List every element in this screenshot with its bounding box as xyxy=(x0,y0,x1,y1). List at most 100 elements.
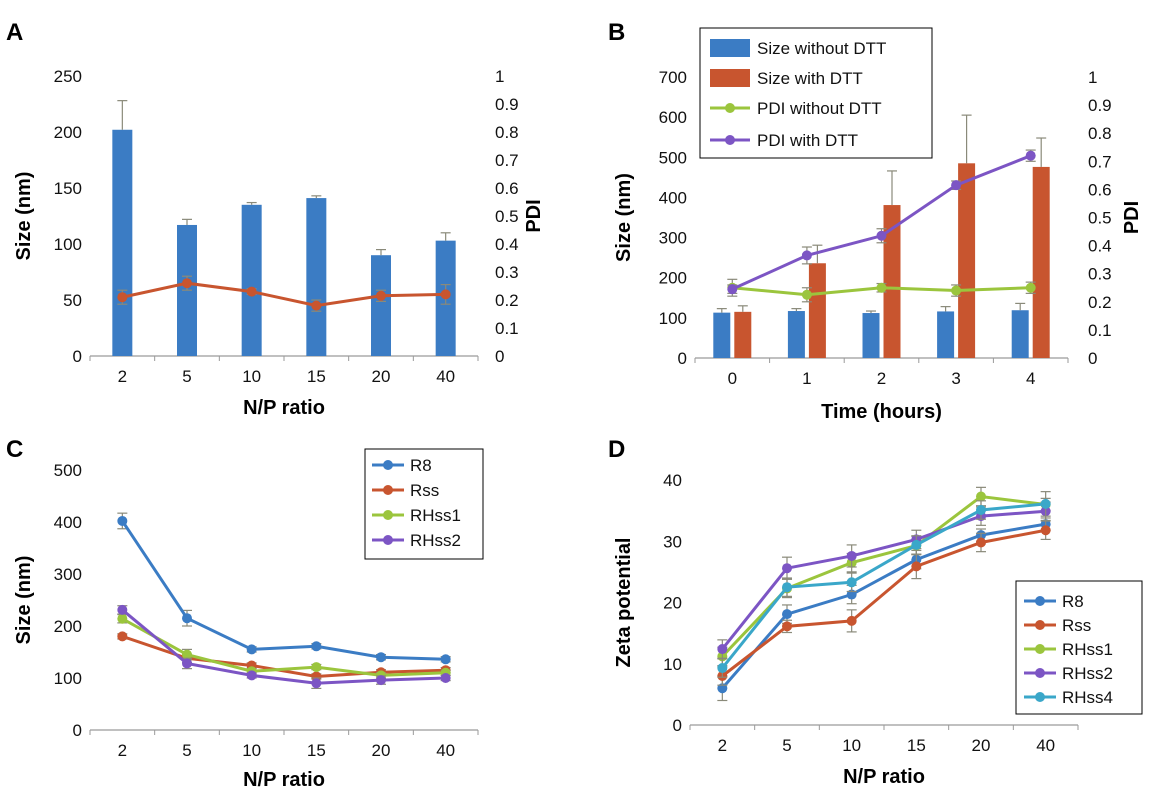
data-point-b-pdi-with-dtt xyxy=(801,250,812,261)
data-point-a-pdi xyxy=(246,286,257,297)
data-point-b-pdi-without-dtt xyxy=(801,289,812,300)
data-point-a-pdi xyxy=(376,290,386,301)
y2-tick-label-b: 0.2 xyxy=(1088,293,1112,312)
x-axis-title-d: N/P ratio xyxy=(843,766,925,788)
x-tick-label-a: 15 xyxy=(307,367,326,386)
panel-label-d: D xyxy=(608,436,625,463)
y2-axis-title-a: PDI xyxy=(523,199,545,232)
legend-swatch-b-size-without-dtt xyxy=(710,39,750,57)
y2-tick-label-b: 0.3 xyxy=(1088,265,1112,284)
panel-label-b: B xyxy=(608,19,625,46)
data-point-c-rss xyxy=(117,631,128,642)
data-point-c-r8 xyxy=(311,641,322,652)
data-point-c-rhss2 xyxy=(246,670,257,681)
y-tick-label-a: 100 xyxy=(54,235,82,254)
y-axis-title-c: Size (nm) xyxy=(13,556,35,645)
legend-marker-c-rss xyxy=(383,485,393,495)
legend-label-c-r8: R8 xyxy=(410,456,432,475)
x-tick-label-d: 10 xyxy=(842,736,861,755)
y2-tick-label-a: 0.2 xyxy=(495,291,519,310)
y-tick-label-b: 600 xyxy=(659,108,687,127)
x-tick-label-c: 2 xyxy=(118,741,127,760)
y-tick-label-a: 150 xyxy=(54,179,82,198)
data-point-d-rhss4 xyxy=(911,539,922,550)
y-tick-label-c: 0 xyxy=(73,721,82,740)
data-point-c-rhss2 xyxy=(311,678,322,689)
legend-label-c-rhss2: RHss2 xyxy=(410,531,461,550)
y2-tick-label-b: 0.7 xyxy=(1088,152,1112,171)
y-tick-label-d: 40 xyxy=(663,471,682,490)
y-tick-label-b: 0 xyxy=(678,349,687,368)
y-axis-title-d: Zeta potential xyxy=(613,537,635,667)
y2-tick-label-b: 0.6 xyxy=(1088,180,1112,199)
x-tick-label-a: 20 xyxy=(372,367,391,386)
x-tick-label-c: 10 xyxy=(242,741,261,760)
data-point-c-r8 xyxy=(440,654,451,665)
legend-marker-d-r8 xyxy=(1035,596,1045,606)
legend-marker-d-rhss4 xyxy=(1035,692,1045,702)
y-tick-label-b: 200 xyxy=(659,269,687,288)
data-point-c-rhss1 xyxy=(311,662,322,673)
legend-marker-c-rhss1 xyxy=(383,510,393,520)
bar-b-size-with-dtt xyxy=(958,163,976,358)
legend-marker-b-pdi-without-dtt xyxy=(725,103,735,113)
data-point-d-rhss4 xyxy=(1040,498,1051,509)
legend-label-b-pdi-without-dtt: PDI without DTT xyxy=(757,99,882,118)
y2-tick-label-b: 0 xyxy=(1088,349,1097,368)
data-point-d-rss xyxy=(976,537,986,548)
y2-axis-title-b: PDI xyxy=(1121,201,1143,234)
legend-marker-d-rss xyxy=(1035,620,1045,630)
bar-b-size-with-dtt xyxy=(1032,166,1050,358)
x-tick-label-d: 20 xyxy=(972,736,991,755)
data-point-a-pdi xyxy=(311,300,322,311)
x-tick-label-d: 2 xyxy=(718,736,727,755)
y2-tick-label-a: 0.7 xyxy=(495,151,519,170)
data-point-d-rhss1 xyxy=(976,491,986,502)
data-point-d-rhss2 xyxy=(846,550,857,561)
y2-tick-label-b: 0.9 xyxy=(1088,96,1112,115)
series-line-c-rhss2 xyxy=(121,608,446,685)
legend-swatch-b-size-with-dtt xyxy=(710,69,750,87)
data-point-b-pdi-with-dtt xyxy=(727,284,738,295)
x-tick-label-d: 15 xyxy=(907,736,926,755)
legend-label-b-size-without-dtt: Size without DTT xyxy=(757,39,886,58)
data-point-d-rss xyxy=(1040,525,1051,536)
y-tick-label-b: 300 xyxy=(659,229,687,248)
y2-tick-label-b: 0.4 xyxy=(1088,237,1112,256)
data-point-d-rss xyxy=(911,561,922,572)
x-tick-label-c: 20 xyxy=(372,741,391,760)
y2-tick-label-a: 0.1 xyxy=(495,319,519,338)
bar-a xyxy=(241,204,262,356)
bar-a xyxy=(371,255,391,356)
x-tick-label-d: 5 xyxy=(782,736,791,755)
x-tick-label-d: 40 xyxy=(1036,736,1055,755)
series-line-d-r8 xyxy=(721,522,1046,690)
y-tick-label-b: 400 xyxy=(659,188,687,207)
series-line-c-rhss1 xyxy=(121,617,446,677)
y2-tick-label-a: 0.5 xyxy=(495,207,519,226)
series-line-d-rhss4 xyxy=(721,502,1046,669)
y-axis-title-b: Size (nm) xyxy=(613,173,635,262)
legend-label-c-rhss1: RHss1 xyxy=(410,506,461,525)
data-point-c-rhss2 xyxy=(117,604,128,615)
bar-b-size-with-dtt xyxy=(883,205,901,358)
y2-tick-label-b: 0.1 xyxy=(1088,321,1112,340)
data-point-d-rhss2 xyxy=(782,563,792,574)
legend-label-d-r8: R8 xyxy=(1062,592,1084,611)
legend-label-b-pdi-with-dtt: PDI with DTT xyxy=(757,131,858,150)
data-point-a-pdi xyxy=(182,278,192,289)
series-line-a-pdi xyxy=(122,281,446,308)
data-point-b-pdi-without-dtt xyxy=(876,282,887,293)
x-axis-title-c: N/P ratio xyxy=(243,769,325,791)
data-point-b-pdi-without-dtt xyxy=(1025,282,1036,293)
data-point-c-rhss2 xyxy=(376,675,386,686)
y-tick-label-d: 0 xyxy=(673,716,682,735)
x-axis-title-b: Time (hours) xyxy=(821,401,942,423)
x-tick-label-b: 3 xyxy=(951,369,960,388)
data-point-d-rhss4 xyxy=(782,582,792,593)
bar-a xyxy=(112,129,133,356)
panel-label-c: C xyxy=(6,436,23,463)
legend-marker-d-rhss1 xyxy=(1035,644,1045,654)
legend-label-b-size-with-dtt: Size with DTT xyxy=(757,69,863,88)
legend-marker-d-rhss2 xyxy=(1035,668,1045,678)
